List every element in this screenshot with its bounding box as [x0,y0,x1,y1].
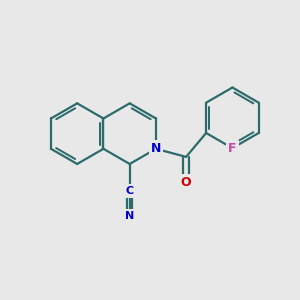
Text: N: N [151,142,161,155]
Text: C: C [126,186,134,196]
Text: O: O [181,176,191,189]
Text: F: F [228,142,237,154]
Text: N: N [125,211,134,221]
